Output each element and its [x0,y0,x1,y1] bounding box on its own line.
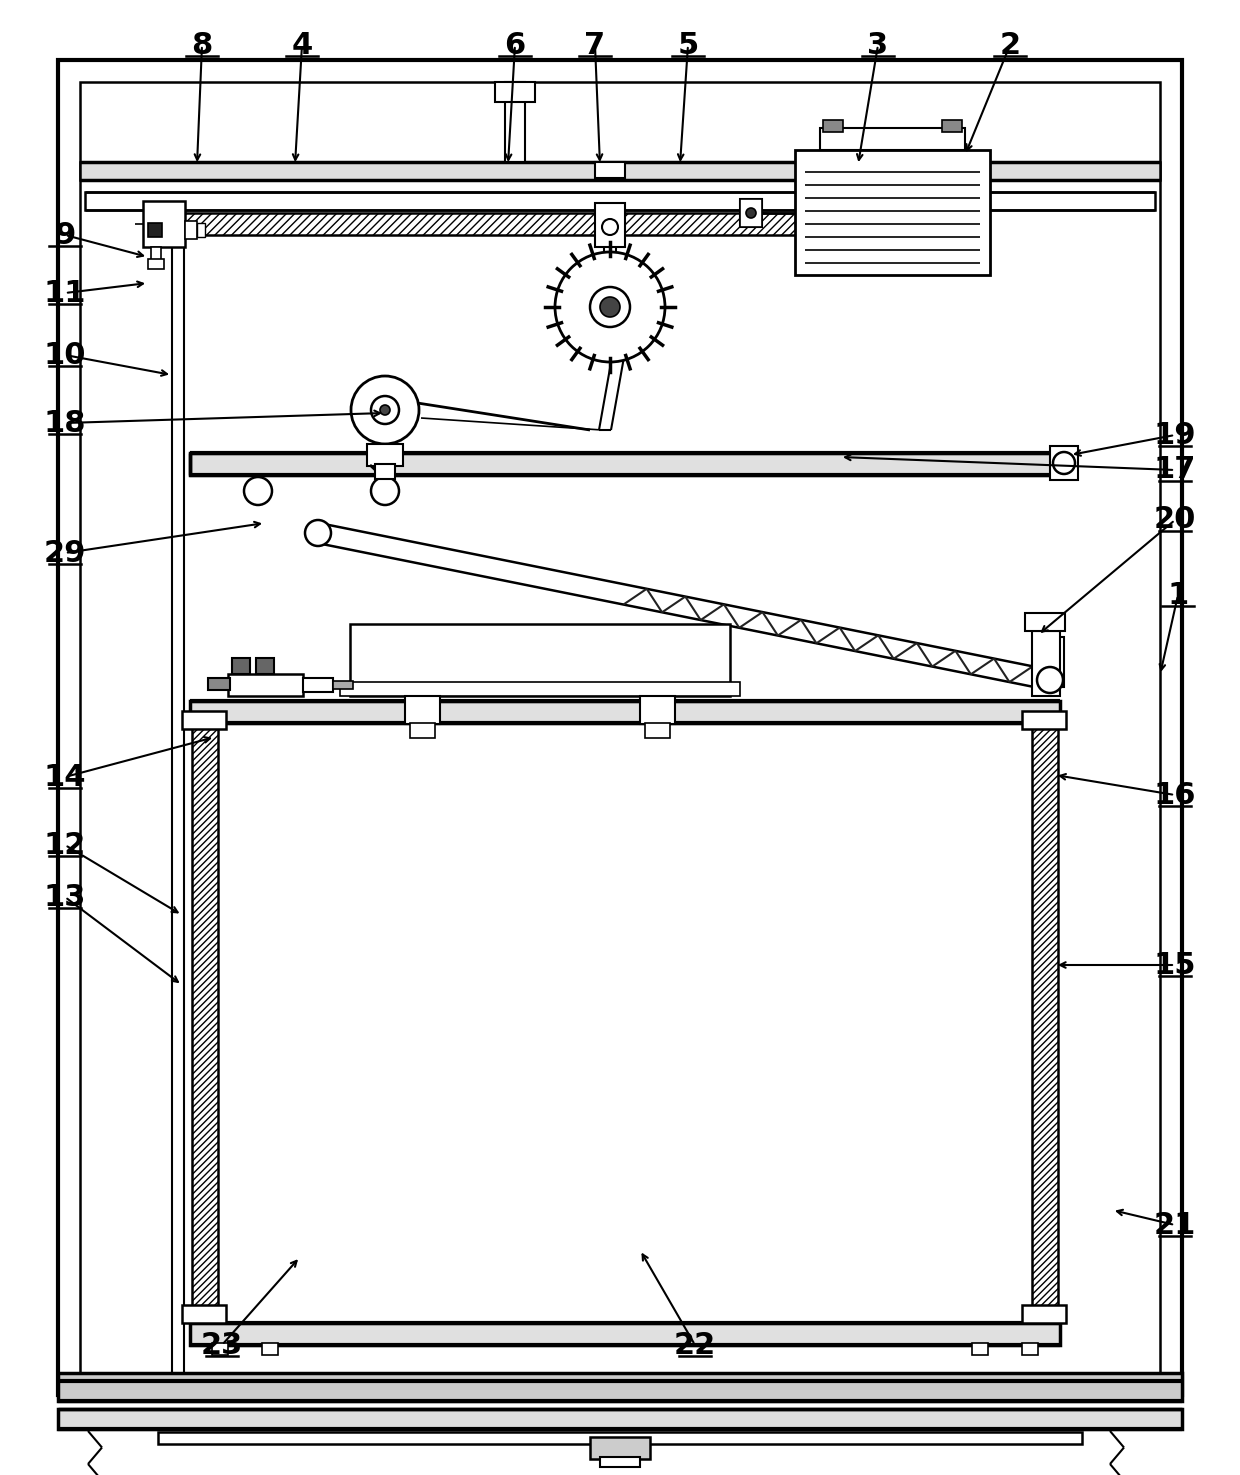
Bar [1022,1305,1066,1323]
Text: 17: 17 [1153,456,1197,484]
Bar [148,223,162,237]
Bar [340,681,740,696]
Bar [151,246,161,261]
Bar [595,204,625,246]
Bar [595,162,625,178]
Bar [334,681,353,689]
Polygon shape [316,524,1052,690]
Bar [600,1457,640,1468]
Circle shape [600,296,620,317]
Bar [740,199,763,227]
Text: 16: 16 [1153,780,1197,810]
Bar [81,162,1159,180]
Bar [182,1305,226,1323]
Bar [350,624,730,696]
Text: 6: 6 [505,31,526,59]
Bar [640,696,675,724]
Bar [740,199,763,227]
Bar [823,119,843,131]
Bar [1025,614,1065,631]
Bar [1050,445,1078,479]
Text: 23: 23 [201,1330,243,1360]
Bar [58,1409,1182,1429]
Circle shape [746,208,756,218]
Text: 14: 14 [43,763,87,792]
Bar [157,1432,1083,1444]
Text: 5: 5 [677,31,698,59]
Bar [190,1323,1060,1345]
Text: 13: 13 [43,882,87,912]
Text: 4: 4 [291,31,312,59]
Bar [232,658,250,674]
Text: 20: 20 [1153,506,1197,534]
Bar [143,201,185,246]
Bar [262,1344,278,1356]
Bar [505,83,525,162]
Text: 11: 11 [43,279,87,307]
Text: 21: 21 [1153,1211,1197,1239]
Bar [1042,637,1064,687]
Circle shape [351,376,419,444]
Text: 19: 19 [1153,420,1197,450]
Bar [192,723,218,1323]
Bar [1022,711,1066,729]
Bar [645,723,670,738]
Text: 18: 18 [43,409,87,438]
Circle shape [305,521,331,546]
Text: 15: 15 [1153,950,1197,979]
Bar [410,723,435,738]
Circle shape [379,406,391,414]
Text: 10: 10 [43,341,87,370]
Bar [255,658,274,674]
Bar [182,711,226,729]
Circle shape [590,288,630,327]
Bar [212,1344,228,1356]
Bar [590,1437,650,1459]
Bar [367,444,403,466]
Bar [190,453,1060,475]
Bar [1032,631,1060,696]
Circle shape [1053,451,1075,473]
Bar [405,696,440,724]
Text: 1: 1 [1167,581,1189,609]
Circle shape [371,476,399,504]
Text: 22: 22 [673,1330,717,1360]
Bar [197,223,205,237]
Bar [972,1344,988,1356]
Bar [495,83,534,102]
Text: 8: 8 [191,31,212,59]
Bar [374,465,396,479]
Bar [165,212,849,235]
Text: 12: 12 [43,830,87,860]
Bar [303,678,334,692]
Bar [820,128,965,150]
Text: 7: 7 [584,31,605,59]
Bar [190,701,1060,723]
Text: 3: 3 [868,31,889,59]
Bar [208,678,229,690]
Bar [795,150,990,274]
Bar [148,260,164,268]
Bar [942,119,962,131]
Text: 29: 29 [43,538,87,568]
Text: 9: 9 [55,220,76,249]
Circle shape [601,218,618,235]
Circle shape [371,395,399,423]
Bar [228,674,303,696]
Text: 2: 2 [999,31,1021,59]
Circle shape [556,252,665,361]
Bar [58,1373,1182,1401]
Bar [1032,723,1058,1323]
Bar [81,83,1159,1373]
Circle shape [244,476,272,504]
Bar [1022,1344,1038,1356]
Bar [185,221,197,239]
Bar [86,192,1154,209]
Circle shape [1037,667,1063,693]
